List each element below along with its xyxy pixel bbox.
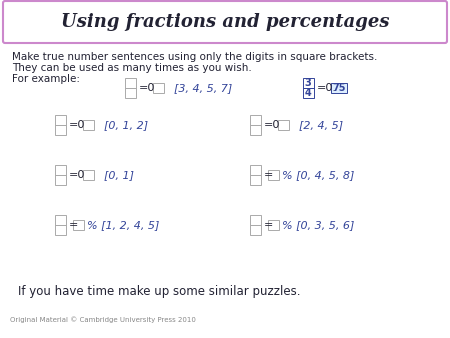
Text: =: = [69, 220, 78, 230]
Text: [3, 4, 5, 7]: [3, 4, 5, 7] [167, 83, 232, 93]
Text: =0: =0 [139, 83, 155, 93]
Text: 3: 3 [305, 78, 311, 88]
Bar [125, 88, 135, 98]
Bar [267, 170, 279, 180]
Text: They can be used as many times as you wish.: They can be used as many times as you wi… [12, 63, 252, 73]
Bar [249, 175, 261, 185]
Text: 75: 75 [332, 83, 346, 93]
Bar [249, 225, 261, 235]
Text: % [0, 3, 5, 6]: % [0, 3, 5, 6] [282, 220, 355, 230]
Bar [82, 170, 94, 180]
Text: [2, 4, 5]: [2, 4, 5] [292, 120, 343, 130]
Bar [72, 220, 84, 230]
Bar [153, 83, 163, 93]
Bar [82, 120, 94, 130]
Text: =0: =0 [264, 120, 280, 130]
Bar [249, 125, 261, 135]
Bar [249, 215, 261, 225]
Text: =0: =0 [69, 120, 86, 130]
Text: Original Material © Cambridge University Press 2010: Original Material © Cambridge University… [10, 316, 196, 323]
Bar [331, 83, 347, 93]
Text: If you have time make up some similar puzzles.: If you have time make up some similar pu… [18, 285, 301, 298]
Text: Make true number sentences using only the digits in square brackets.: Make true number sentences using only th… [12, 52, 378, 62]
Text: [0, 1]: [0, 1] [97, 170, 134, 180]
Text: [0, 1, 2]: [0, 1, 2] [97, 120, 148, 130]
Bar [54, 225, 66, 235]
Bar [302, 88, 314, 98]
FancyBboxPatch shape [3, 1, 447, 43]
Text: % [1, 2, 4, 5]: % [1, 2, 4, 5] [87, 220, 159, 230]
Bar [125, 78, 135, 88]
Bar [302, 78, 314, 88]
Bar [54, 115, 66, 125]
Bar [54, 125, 66, 135]
Text: 4: 4 [305, 88, 311, 98]
Text: For example:: For example: [12, 74, 80, 84]
Bar [267, 220, 279, 230]
Text: =: = [264, 220, 274, 230]
Text: =0: =0 [69, 170, 86, 180]
Bar [54, 175, 66, 185]
Bar [249, 165, 261, 175]
Text: =0.: =0. [317, 83, 337, 93]
Bar [54, 165, 66, 175]
Bar [278, 120, 288, 130]
Bar [249, 115, 261, 125]
Text: Using fractions and percentages: Using fractions and percentages [61, 13, 389, 31]
Bar [54, 215, 66, 225]
Text: =: = [264, 170, 274, 180]
Text: % [0, 4, 5, 8]: % [0, 4, 5, 8] [282, 170, 355, 180]
